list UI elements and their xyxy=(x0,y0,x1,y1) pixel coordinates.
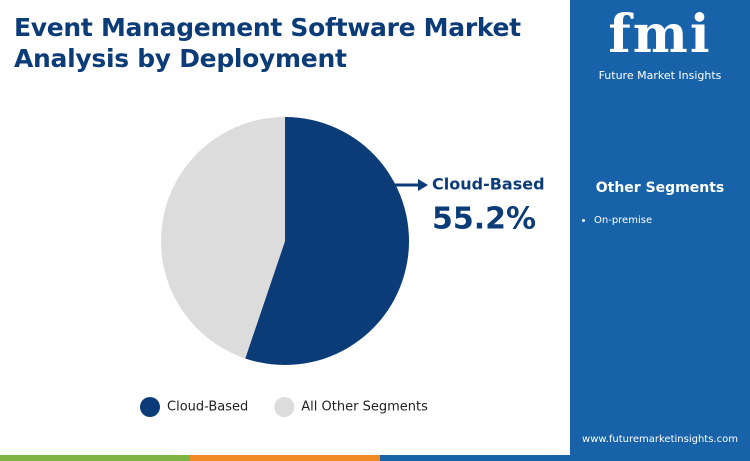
legend-label: Cloud-Based xyxy=(167,400,248,415)
brand: Future Market Insights xyxy=(598,69,722,82)
strip xyxy=(190,455,380,461)
logo: fmi xyxy=(608,4,712,65)
legend-swatch xyxy=(274,397,295,417)
callout-arrow xyxy=(418,179,428,191)
segments-heading: Other Segments xyxy=(595,180,725,196)
chart-title: Event Management Software Market Analysi… xyxy=(14,13,521,73)
strip xyxy=(380,455,570,461)
callout-value: 55.2% xyxy=(432,202,536,237)
chart: Cloud-Based 55.2% Cloud-Based All Other S… xyxy=(0,117,570,461)
legend-swatch xyxy=(140,397,160,417)
website: www.futuremarketinsights.com xyxy=(582,434,738,445)
strip xyxy=(0,455,190,461)
pie-slice xyxy=(161,117,285,359)
legend-label: All Other Segments xyxy=(301,400,428,415)
callout-label: Cloud-Based xyxy=(432,175,545,194)
segment-item: On-premise xyxy=(594,215,652,226)
segments-list: On-premise xyxy=(580,215,652,226)
pie-slice xyxy=(245,117,410,366)
sidebar: fmi Future Market Insights Other Segment… xyxy=(570,0,750,461)
